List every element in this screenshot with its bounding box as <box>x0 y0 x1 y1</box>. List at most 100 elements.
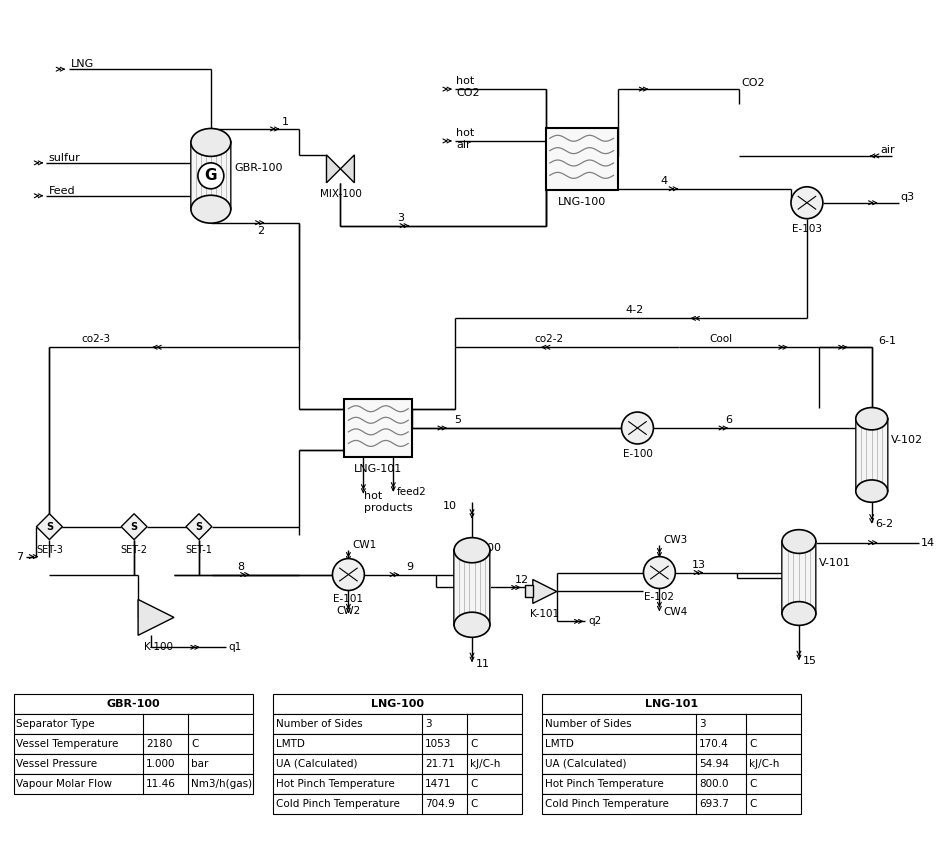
Text: E-102: E-102 <box>645 593 674 602</box>
Ellipse shape <box>782 529 816 553</box>
Text: co2-3: co2-3 <box>81 335 110 344</box>
Text: 7: 7 <box>16 552 24 562</box>
Text: SET-3: SET-3 <box>36 545 63 554</box>
Text: 4: 4 <box>661 176 668 186</box>
Bar <box>542 774 801 794</box>
Text: C: C <box>470 799 477 809</box>
Text: 1: 1 <box>282 117 289 127</box>
Text: 21.71: 21.71 <box>425 759 455 769</box>
Text: SET-2: SET-2 <box>121 545 147 554</box>
Text: 6-2: 6-2 <box>876 519 894 529</box>
Bar <box>542 754 801 774</box>
Text: 10: 10 <box>443 501 457 511</box>
Polygon shape <box>533 579 556 603</box>
Text: 3: 3 <box>425 719 432 729</box>
Bar <box>13 734 253 754</box>
Bar <box>546 128 617 190</box>
Bar <box>856 419 887 491</box>
Bar <box>273 794 522 813</box>
Text: UA (Calculated): UA (Calculated) <box>545 759 627 769</box>
Text: 13: 13 <box>692 559 707 570</box>
Text: LNG-101: LNG-101 <box>354 464 402 474</box>
Text: Vessel Pressure: Vessel Pressure <box>16 759 98 769</box>
Text: 8: 8 <box>237 561 244 571</box>
Text: 704.9: 704.9 <box>425 799 455 809</box>
Text: 9: 9 <box>407 561 414 571</box>
Text: kJ/C-h: kJ/C-h <box>749 759 780 769</box>
Text: 54.94: 54.94 <box>699 759 729 769</box>
Text: Feed: Feed <box>49 186 75 196</box>
Bar <box>525 585 533 597</box>
Text: S: S <box>130 522 138 532</box>
Text: 2: 2 <box>257 226 264 236</box>
Text: GBR-100: GBR-100 <box>107 699 160 709</box>
Text: C: C <box>470 739 477 749</box>
Circle shape <box>791 187 823 219</box>
Text: CO2: CO2 <box>456 88 479 98</box>
Text: Number of Sides: Number of Sides <box>276 719 362 729</box>
Bar <box>542 694 801 714</box>
Polygon shape <box>186 514 212 540</box>
Text: K-101: K-101 <box>531 609 559 619</box>
Text: V-100: V-100 <box>470 542 502 553</box>
Text: Number of Sides: Number of Sides <box>545 719 631 729</box>
Bar <box>542 794 801 813</box>
Text: C: C <box>749 779 756 789</box>
Text: UA (Calculated): UA (Calculated) <box>276 759 358 769</box>
Text: MIX-100: MIX-100 <box>320 189 361 199</box>
Ellipse shape <box>856 480 887 502</box>
Text: feed2: feed2 <box>398 486 427 497</box>
Text: CW2: CW2 <box>337 607 360 616</box>
Text: LNG: LNG <box>71 59 94 69</box>
Text: air: air <box>456 140 471 150</box>
Text: 170.4: 170.4 <box>699 739 729 749</box>
Text: LMTD: LMTD <box>276 739 304 749</box>
Text: Hot Pinch Temperature: Hot Pinch Temperature <box>545 779 664 789</box>
Text: Nm3/h(gas): Nm3/h(gas) <box>191 779 252 789</box>
Bar <box>273 694 522 714</box>
Text: 12: 12 <box>514 575 529 584</box>
Bar <box>13 774 253 794</box>
Polygon shape <box>340 155 355 183</box>
Text: CW3: CW3 <box>664 535 688 545</box>
Text: 14: 14 <box>921 538 935 547</box>
Bar <box>273 734 522 754</box>
Text: K-100: K-100 <box>144 643 172 652</box>
Polygon shape <box>326 155 340 183</box>
Text: C: C <box>749 739 756 749</box>
Text: S: S <box>46 522 53 532</box>
Text: Vapour Molar Flow: Vapour Molar Flow <box>16 779 112 789</box>
Ellipse shape <box>782 601 816 625</box>
Text: 15: 15 <box>803 656 817 667</box>
Text: hot: hot <box>456 76 475 86</box>
Polygon shape <box>121 514 147 540</box>
Text: 3: 3 <box>699 719 706 729</box>
Circle shape <box>333 559 364 590</box>
Text: 2180: 2180 <box>146 739 172 749</box>
Bar <box>542 714 801 734</box>
Text: Cold Pinch Temperature: Cold Pinch Temperature <box>545 799 669 809</box>
Text: kJ/C-h: kJ/C-h <box>470 759 500 769</box>
Circle shape <box>622 412 653 444</box>
Text: V-101: V-101 <box>819 558 851 567</box>
Bar <box>344 399 412 457</box>
Text: co2-2: co2-2 <box>534 335 564 344</box>
Polygon shape <box>138 600 174 635</box>
Text: G: G <box>204 168 217 184</box>
Text: hot: hot <box>364 491 382 501</box>
Text: air: air <box>881 145 895 155</box>
Text: q3: q3 <box>901 191 915 202</box>
Text: hot: hot <box>456 128 475 138</box>
Bar <box>782 541 816 613</box>
Bar <box>13 754 253 774</box>
Bar <box>273 754 522 774</box>
Ellipse shape <box>454 613 490 637</box>
Text: E-101: E-101 <box>334 595 363 605</box>
Text: 1.000: 1.000 <box>146 759 176 769</box>
Text: LNG-100: LNG-100 <box>371 699 424 709</box>
Text: 5: 5 <box>455 415 461 425</box>
Text: 693.7: 693.7 <box>699 799 729 809</box>
Bar <box>542 734 801 754</box>
Text: LNG-100: LNG-100 <box>557 196 606 207</box>
Text: 1053: 1053 <box>425 739 452 749</box>
